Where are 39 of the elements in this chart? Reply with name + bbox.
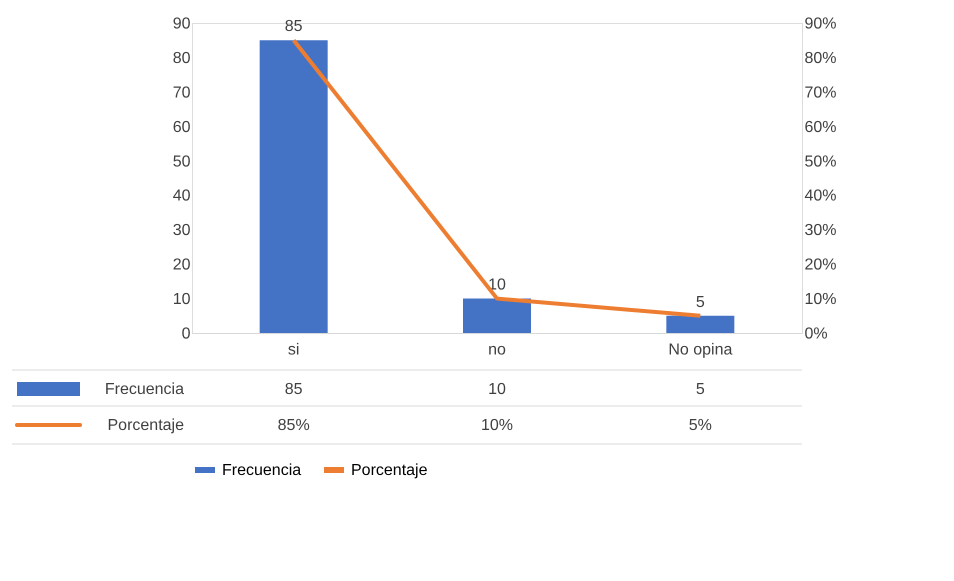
y2-tick-label: 20% — [804, 256, 837, 274]
x-tick-label: no — [488, 342, 506, 358]
y2-tick-label: 0% — [804, 326, 828, 342]
y2-tick-label: 50% — [804, 153, 837, 170]
y2-tick-label: 70% — [804, 84, 837, 102]
y-tick-label: 40 — [172, 188, 191, 205]
y-tick-label: 70 — [172, 84, 191, 102]
data-label: 5 — [696, 381, 705, 398]
y2-tick-label: 90% — [804, 16, 837, 32]
data-label: 85 — [284, 381, 303, 398]
y-tick-label: 60 — [172, 118, 191, 136]
y-tick-label: 90 — [172, 16, 191, 32]
y-tick-label: 30 — [172, 222, 191, 240]
text: 10 — [488, 276, 506, 294]
bar — [463, 298, 531, 333]
data-label: 10 — [488, 381, 506, 398]
data-label: 10% — [480, 417, 514, 434]
text: 85 — [284, 18, 303, 36]
y2-tick-label: 60% — [804, 118, 837, 136]
text: Porcentaje — [108, 417, 184, 434]
y-tick-label: 80 — [172, 50, 191, 67]
legend-label: Frecuencia — [104, 381, 184, 398]
x-tick-label: si — [288, 342, 300, 358]
x-tick-label: No opina — [668, 342, 732, 358]
bar — [666, 316, 734, 333]
y-tick-label: 20 — [172, 256, 191, 274]
data-label: 85% — [278, 417, 310, 434]
legend-label: Porcentaje — [351, 462, 428, 479]
y2-tick-label: 30% — [804, 222, 837, 240]
y-tick-label: 10 — [172, 291, 191, 308]
y2-tick-label: 40% — [804, 188, 837, 205]
text: 5 — [696, 294, 705, 311]
y2-tick-label: 80% — [804, 50, 837, 67]
data-label: 5% — [688, 417, 712, 434]
text: Frecuencia — [222, 462, 302, 479]
bar — [260, 40, 328, 333]
y-tick-label: 50 — [172, 153, 191, 170]
y-tick-label: 0 — [182, 326, 191, 342]
y2-tick-label: 10% — [804, 291, 837, 308]
